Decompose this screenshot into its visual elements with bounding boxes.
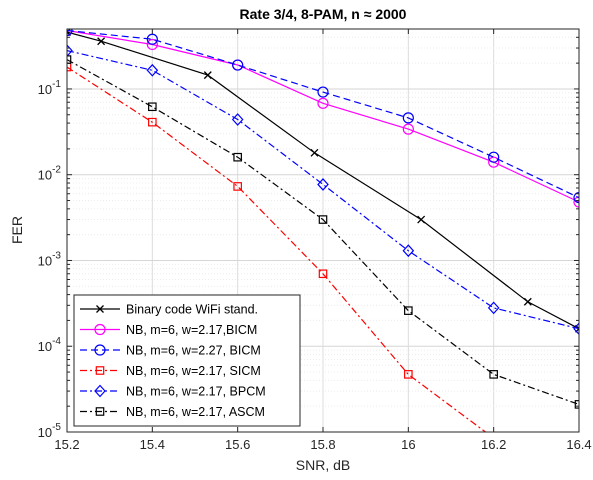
series-line bbox=[67, 59, 579, 405]
x-tick-label: 16.2 bbox=[481, 437, 506, 452]
data-point bbox=[67, 29, 73, 37]
legend-entry: NB, m=6, w=2.17, BPCM bbox=[80, 385, 266, 399]
data-point bbox=[97, 37, 106, 46]
y-tick-label: 10-5 bbox=[38, 422, 62, 440]
data-point bbox=[148, 117, 157, 127]
data-point bbox=[317, 86, 329, 98]
data-point bbox=[233, 152, 242, 162]
data-point bbox=[310, 148, 319, 157]
data-point bbox=[67, 62, 72, 72]
x-tick-label: 16.4 bbox=[566, 437, 591, 452]
data-point bbox=[404, 370, 413, 379]
legend-label: Binary code WiFi stand. bbox=[126, 303, 258, 317]
data-point bbox=[318, 215, 328, 224]
data-point bbox=[317, 97, 329, 109]
data-point bbox=[67, 44, 73, 57]
legend-marker bbox=[94, 323, 106, 336]
legend: Binary code WiFi stand. NB, m=6, w=2.17,B… bbox=[73, 294, 301, 427]
data-point bbox=[489, 370, 498, 379]
y-tick-label: 10-1 bbox=[38, 79, 62, 97]
data-point bbox=[146, 33, 158, 45]
legend-entry: NB, m=6, w=2.17, ASCM bbox=[80, 405, 265, 419]
series-line bbox=[67, 66, 487, 432]
legend-label: NB, m=6, w=2.27, BICM bbox=[126, 344, 261, 358]
data-point bbox=[146, 38, 158, 51]
x-tick-label: 15.6 bbox=[225, 437, 250, 452]
data-point bbox=[402, 112, 414, 124]
x-axis-title: SNR, dB bbox=[296, 457, 350, 473]
y-tick-label: 10-3 bbox=[38, 250, 62, 268]
series-5 bbox=[67, 44, 579, 336]
legend-entry: Binary code WiFi stand. bbox=[80, 303, 258, 317]
data-point bbox=[233, 182, 242, 191]
series-4 bbox=[67, 62, 487, 432]
data-point bbox=[232, 59, 244, 71]
y-axis-title: FER bbox=[9, 216, 25, 244]
grid bbox=[66, 28, 580, 433]
y-tick-label: 10-4 bbox=[38, 336, 62, 354]
data-point bbox=[573, 192, 579, 204]
data-point bbox=[146, 63, 159, 77]
axis-ticks: 15.2 15.4 15.6 15.8 16 16.2 16.4 10-5 10-4 10-3 10… bbox=[38, 28, 592, 452]
data-point bbox=[402, 123, 414, 135]
legend-marker bbox=[94, 384, 106, 398]
legend-marker bbox=[96, 305, 104, 313]
legend-entry: NB, m=6, w=2.17, SICM bbox=[80, 364, 261, 378]
legend-marker bbox=[94, 344, 106, 356]
legend-entry: NB, m=6, w=2.17,BICM bbox=[80, 323, 257, 337]
x-tick-label: 15.2 bbox=[54, 437, 79, 452]
x-tick-label: 15.4 bbox=[140, 437, 165, 452]
legend-label: NB, m=6, w=2.17, BPCM bbox=[126, 385, 266, 399]
legend-marker bbox=[95, 407, 105, 416]
data-point bbox=[523, 297, 532, 306]
y-tick-label: 10-2 bbox=[38, 165, 62, 183]
legend-box bbox=[73, 294, 301, 427]
data-point bbox=[417, 215, 426, 224]
legend-label: NB, m=6, w=2.17, ASCM bbox=[126, 405, 265, 419]
x-tick-label: 15.8 bbox=[310, 437, 335, 452]
data-point bbox=[67, 55, 72, 64]
series-line bbox=[67, 29, 579, 199]
plot-series bbox=[67, 29, 579, 432]
legend-label: NB, m=6, w=2.17,BICM bbox=[126, 323, 257, 337]
data-point bbox=[573, 196, 579, 208]
data-point bbox=[231, 113, 244, 126]
data-point bbox=[404, 306, 413, 315]
data-point bbox=[487, 301, 500, 315]
legend-label: NB, m=6, w=2.17, SICM bbox=[126, 364, 261, 378]
data-point bbox=[148, 102, 157, 112]
legend-entry: NB, m=6, w=2.27, BICM bbox=[80, 344, 261, 358]
data-point bbox=[573, 322, 579, 336]
data-point bbox=[488, 151, 500, 163]
x-tick-label: 16 bbox=[401, 437, 415, 452]
data-point bbox=[402, 244, 415, 258]
data-point bbox=[317, 178, 329, 191]
chart-title: Rate 3/4, 8-PAM, n ≈ 2000 bbox=[240, 6, 407, 22]
data-point bbox=[488, 156, 500, 168]
legend-marker bbox=[95, 366, 105, 375]
series-1 bbox=[67, 29, 579, 333]
series-3 bbox=[67, 29, 579, 204]
data-point bbox=[318, 269, 328, 279]
data-point bbox=[203, 71, 212, 80]
